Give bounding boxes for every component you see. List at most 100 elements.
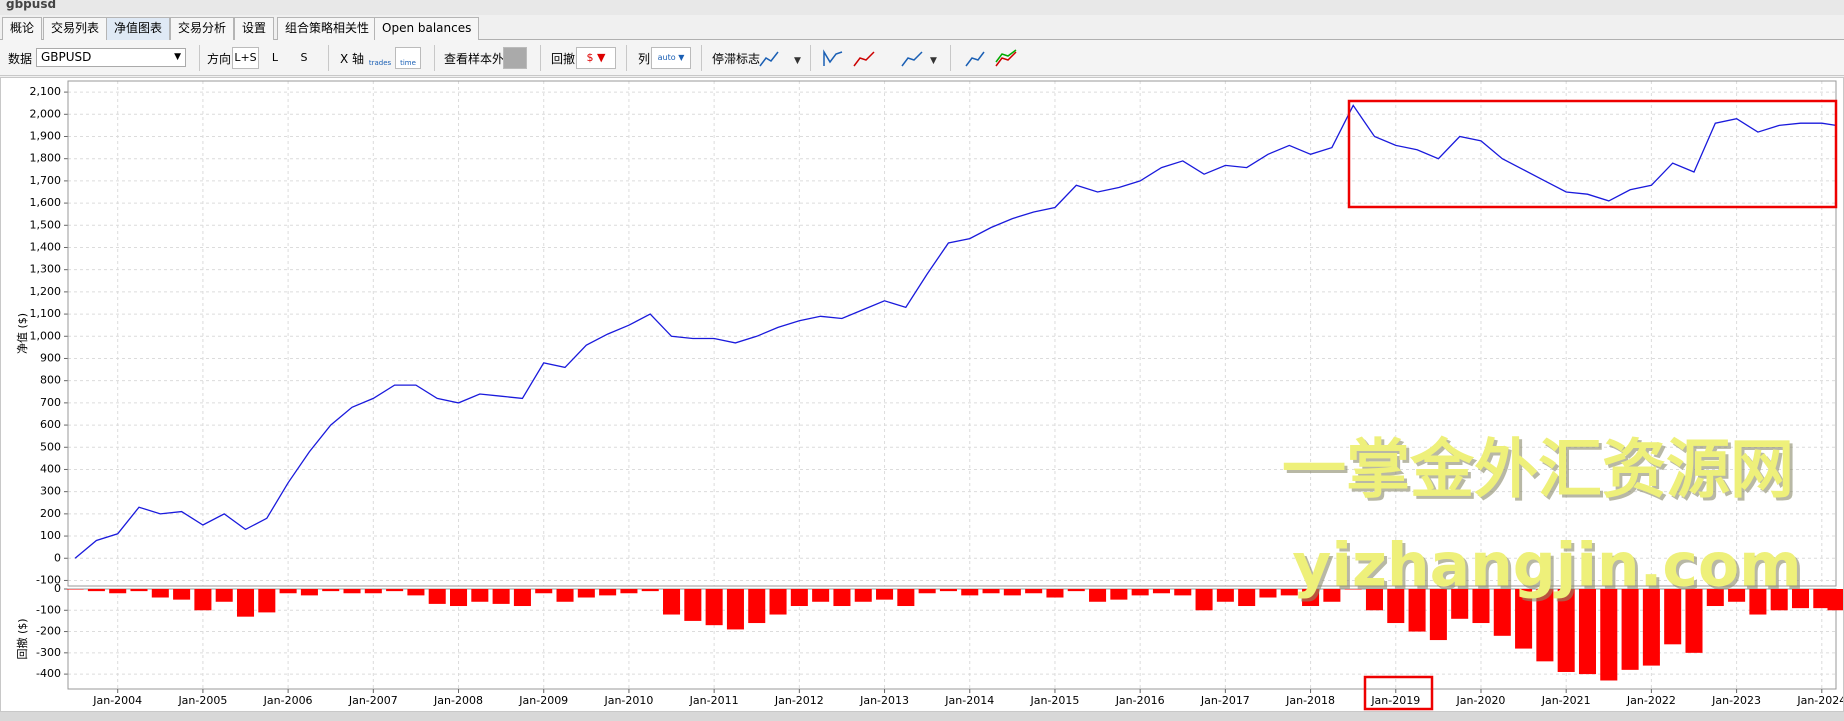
toggle[interactable]: L [271, 51, 279, 64]
columns-select[interactable]: auto ▼ [651, 47, 691, 69]
x-tick-label: Jan-2006 [263, 694, 313, 707]
drawdown-bar [1642, 589, 1660, 666]
drawdown-bar [684, 589, 702, 621]
y-tick-label: 1,100 [30, 307, 62, 320]
drawdown-bar [1195, 589, 1213, 611]
drawdown-bar [939, 589, 957, 592]
drawdown-bar [215, 589, 233, 602]
drawdown-bar [1387, 589, 1405, 624]
toggle[interactable]: time [395, 47, 421, 69]
tab[interactable]: 组合策略相关性 [277, 17, 378, 40]
drawdown-bar [1429, 589, 1447, 641]
tab[interactable]: 概论 [2, 17, 43, 40]
y-tick-label: 1,800 [30, 152, 62, 165]
drawdown-bar [918, 589, 936, 594]
x-tick-label: Jan-2008 [433, 694, 483, 707]
drawdown-bar [982, 589, 1000, 594]
drawdown-bar [1110, 589, 1128, 600]
separator [434, 45, 435, 71]
y-tick-label: 2,000 [30, 107, 62, 120]
drawdown-bar [599, 589, 617, 596]
drawdown-bar [1323, 589, 1341, 602]
watermark-shadow: yizhangjin.com [1295, 534, 1804, 604]
x-tick-label: Jan-2021 [1541, 694, 1591, 707]
tab[interactable]: 净值图表 [106, 17, 171, 40]
icon-group[interactable] [964, 48, 1024, 68]
toolbar: 数据 GBPUSD ▼ 方向 L+S L S X 轴 trades time 查看… [0, 40, 1844, 76]
y-tick-label: 700 [40, 396, 61, 409]
toggle[interactable]: trades [368, 59, 392, 67]
drawdown-select[interactable]: $ ▼ [576, 47, 616, 69]
y-tick-label: 1,500 [30, 218, 62, 231]
y-tick-label: 0 [54, 582, 61, 595]
drawdown-bar [1749, 589, 1767, 615]
drawdown-bar [1536, 589, 1554, 662]
drawdown-bar [343, 589, 361, 594]
y-tick-label: -200 [36, 625, 61, 638]
drawdown-bar [1664, 589, 1682, 645]
symbol: GBPUSD [41, 50, 92, 64]
y-tick-label: 800 [40, 374, 61, 387]
toggle[interactable]: S [300, 51, 308, 64]
drawdown-bar [1770, 589, 1788, 611]
label: 查看样本外 [444, 52, 505, 66]
y-tick-label: -400 [36, 667, 61, 680]
x-tick-label: Jan-2013 [859, 694, 909, 707]
watermark-shadow: 一掌金外汇资源网 [1285, 437, 1797, 511]
symbol-select[interactable]: GBPUSD ▼ [36, 48, 186, 67]
separator [626, 45, 627, 71]
drawdown-bar [1827, 589, 1844, 611]
drawdown-bar [748, 589, 766, 624]
y-tick-label: 100 [40, 529, 61, 542]
separator [328, 45, 329, 71]
highlight-box [1363, 675, 1434, 711]
icon-group[interactable]: ▼ [822, 48, 992, 68]
label: 方向 [207, 52, 232, 66]
tab-bar: 概论 交易列表 净值图表 交易分析 设置 组合策略相关性 Open balanc… [0, 15, 1844, 40]
svg-text:▼: ▼ [930, 56, 937, 66]
separator [810, 45, 811, 71]
x-tick-label: Jan-2009 [518, 694, 568, 707]
y-tick-label: 0 [54, 551, 61, 564]
drawdown-bar [641, 589, 659, 592]
y-tick-label: -300 [36, 646, 61, 659]
drawdown-bar [1408, 589, 1426, 632]
x-tick-label: Jan-2016 [1115, 694, 1165, 707]
drawdown-bar [407, 589, 425, 596]
tab[interactable]: 交易分析 [170, 17, 235, 40]
tab[interactable]: Open balances [374, 17, 480, 40]
toggle[interactable]: L+S [232, 47, 259, 69]
drawdown-bar [1728, 589, 1746, 602]
drawdown-bar [364, 589, 382, 594]
drawdown-bar [790, 589, 808, 607]
equity-line [74, 104, 1837, 559]
y-tick-label: 1,400 [30, 240, 62, 253]
toggle[interactable] [503, 47, 527, 69]
drawdown-bar [705, 589, 723, 626]
drawdown-bar [1515, 589, 1533, 649]
tab[interactable]: 交易列表 [43, 17, 108, 40]
icon-group[interactable]: ▼ [758, 48, 818, 68]
drawdown-bar [386, 589, 404, 592]
label: 列 [638, 52, 651, 66]
x-tick-label: Jan-2010 [603, 694, 653, 707]
drawdown-bar [279, 589, 297, 594]
drawdown-bar [492, 589, 510, 604]
drawdown-bar [1067, 589, 1085, 592]
plot-frame [67, 80, 1837, 587]
drawdown-bar [1621, 589, 1639, 670]
drawdown-bar [1813, 589, 1831, 609]
y-tick-label: -100 [36, 573, 61, 586]
label: 数据 [8, 52, 33, 66]
tab[interactable]: 设置 [234, 17, 275, 40]
drawdown-bar [1365, 589, 1383, 611]
separator [950, 45, 951, 71]
highlight-box [1347, 99, 1838, 209]
drawdown-bar [1238, 589, 1256, 607]
x-tick-label: Jan-2005 [177, 694, 227, 707]
x-tick-label: Jan-2007 [348, 694, 398, 707]
drawdown-bar [428, 589, 446, 604]
y-tick-label: 1,200 [30, 285, 62, 298]
label: 回撤 [551, 52, 576, 66]
drawdown-bar [1600, 589, 1618, 681]
